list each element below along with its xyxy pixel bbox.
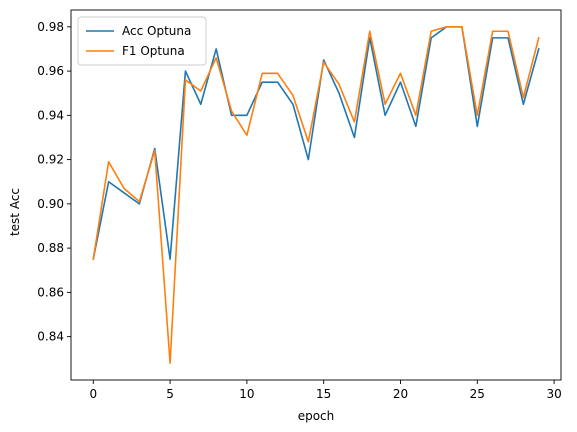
y-tick-label: 0.98	[37, 20, 64, 34]
y-tick-label: 0.90	[37, 197, 64, 211]
axes-frame	[70, 9, 562, 381]
legend-label-0: Acc Optuna	[122, 24, 191, 38]
y-tick-label: 0.92	[37, 153, 64, 167]
x-tick-label: 20	[393, 387, 408, 401]
x-tick-label: 0	[89, 387, 97, 401]
y-axis-label: test Acc	[8, 188, 22, 236]
legend: Acc Optuna F1 Optuna	[77, 16, 207, 66]
y-tick-label: 0.94	[37, 108, 64, 122]
y-tick-label: 0.86	[37, 285, 64, 299]
legend-box	[77, 16, 207, 66]
plot-area	[92, 26, 540, 364]
legend-label-1: F1 Optuna	[122, 44, 185, 58]
axes: 0 5 10 15 20 25 30 0.84 0.86 0.88 0.90 0.92 0.94 0.96…	[37, 9, 562, 401]
series-line-1	[92, 26, 540, 364]
y-tick-label: 0.88	[37, 241, 64, 255]
x-tick-label: 15	[316, 387, 331, 401]
x-tick-label: 5	[166, 387, 174, 401]
x-tick-label: 10	[239, 387, 254, 401]
x-axis-label: epoch	[298, 409, 335, 423]
y-tick-label: 0.96	[37, 64, 64, 78]
x-tick-label: 25	[470, 387, 485, 401]
y-tick-label: 0.84	[37, 330, 64, 344]
x-tick-label: 30	[546, 387, 561, 401]
